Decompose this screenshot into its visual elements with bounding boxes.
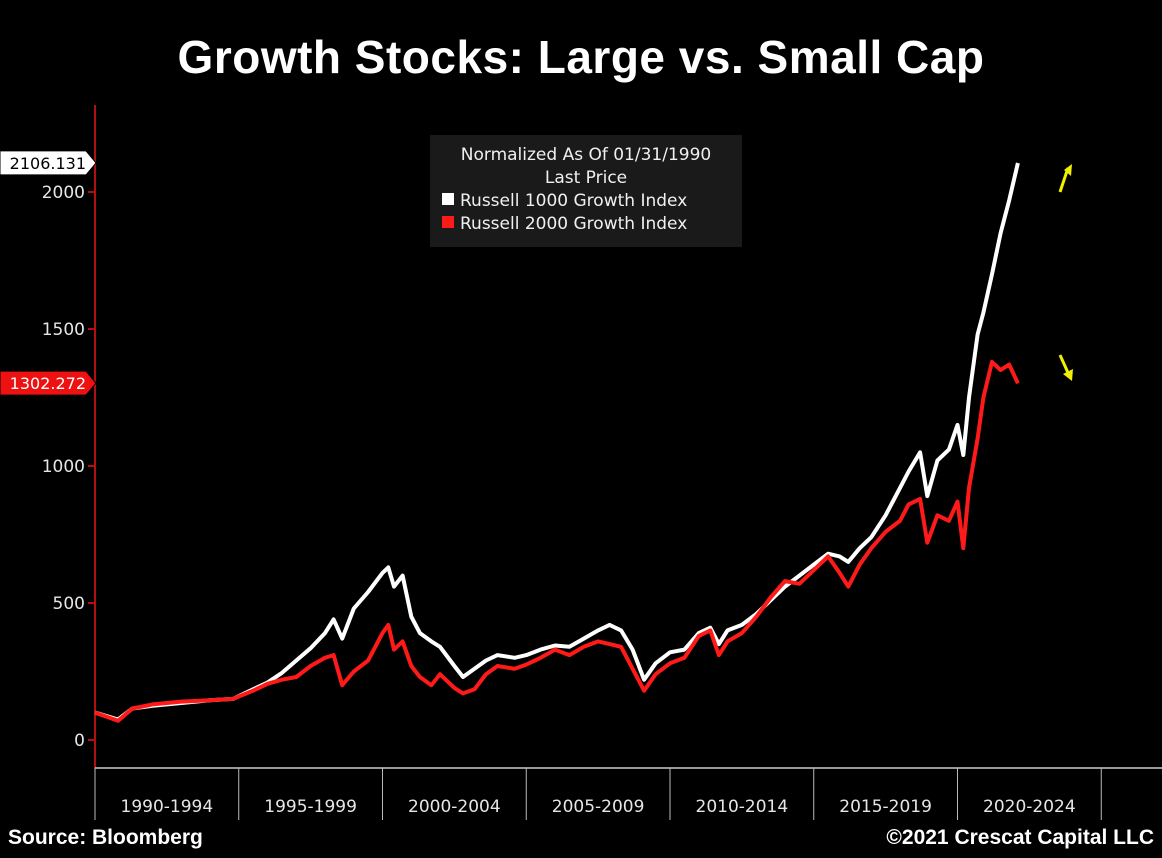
legend-label-small: Russell 2000 Growth Index xyxy=(460,214,687,234)
y-tick-label: 0 xyxy=(74,731,85,751)
legend-swatch-large xyxy=(442,193,454,205)
down-arrow-icon xyxy=(1058,354,1073,381)
legend-label-large: Russell 1000 Growth Index xyxy=(460,191,687,211)
last-value-large: 2106.131 xyxy=(10,154,86,173)
source-note: Source: Bloomberg xyxy=(8,826,203,849)
y-axis-ticks: 0 500 1000 1500 2000 xyxy=(42,183,95,751)
up-arrow-icon xyxy=(1058,164,1072,193)
last-value-badge-small: 1302.272 xyxy=(0,370,97,396)
series-lines xyxy=(94,162,1020,723)
y-tick-label: 1500 xyxy=(42,320,85,340)
x-tick-label: 2010-2014 xyxy=(696,797,789,817)
y-tick-label: 500 xyxy=(53,594,85,614)
x-tick-label: 2000-2004 xyxy=(408,797,501,817)
x-tick-label: 1995-1999 xyxy=(264,797,357,817)
legend-swatch-small xyxy=(442,216,454,228)
copyright-note: ©2021 Crescat Capital LLC xyxy=(886,826,1154,849)
x-tick-label: 2015-2019 xyxy=(839,797,932,817)
last-value-badge-large: 2106.131 xyxy=(0,150,97,176)
x-axis-period-dividers xyxy=(94,768,1102,820)
last-value-small: 1302.272 xyxy=(10,374,86,393)
x-tick-label: 2020-2024 xyxy=(983,797,1076,817)
x-tick-label: 2005-2009 xyxy=(552,797,645,817)
series-line-large-cap xyxy=(94,162,1020,722)
legend-subheader: Last Price xyxy=(545,168,627,188)
y-tick-label: 1000 xyxy=(42,457,85,477)
x-axis-labels: 1990-1994 1995-1999 2000-2004 2005-2009 2010… xyxy=(121,797,1076,817)
series-line-small-cap xyxy=(94,359,1020,723)
x-tick-label: 1990-1994 xyxy=(121,797,214,817)
legend: Normalized As Of 01/31/1990 Last Price R… xyxy=(430,135,742,247)
legend-header: Normalized As Of 01/31/1990 xyxy=(461,145,711,165)
legend-box xyxy=(430,135,742,247)
y-tick-label: 2000 xyxy=(42,183,85,203)
chart-title: Growth Stocks: Large vs. Small Cap xyxy=(177,31,985,83)
